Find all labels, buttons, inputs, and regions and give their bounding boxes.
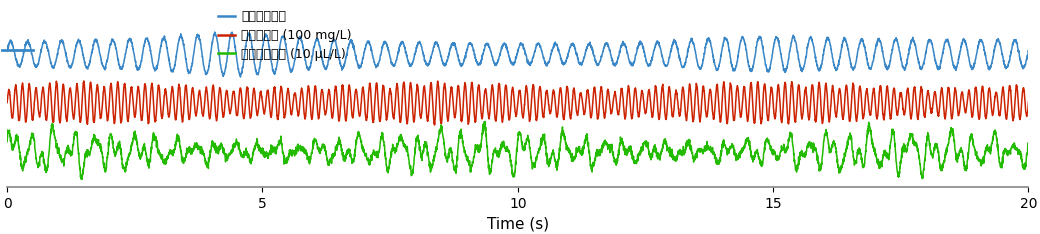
X-axis label: Time (s): Time (s): [487, 216, 549, 231]
Legend: コントロール, カフェイン (100 mg/L), オイゲノール (10 μL/L): コントロール, カフェイン (100 mg/L), オイゲノール (10 μL/…: [212, 5, 357, 66]
